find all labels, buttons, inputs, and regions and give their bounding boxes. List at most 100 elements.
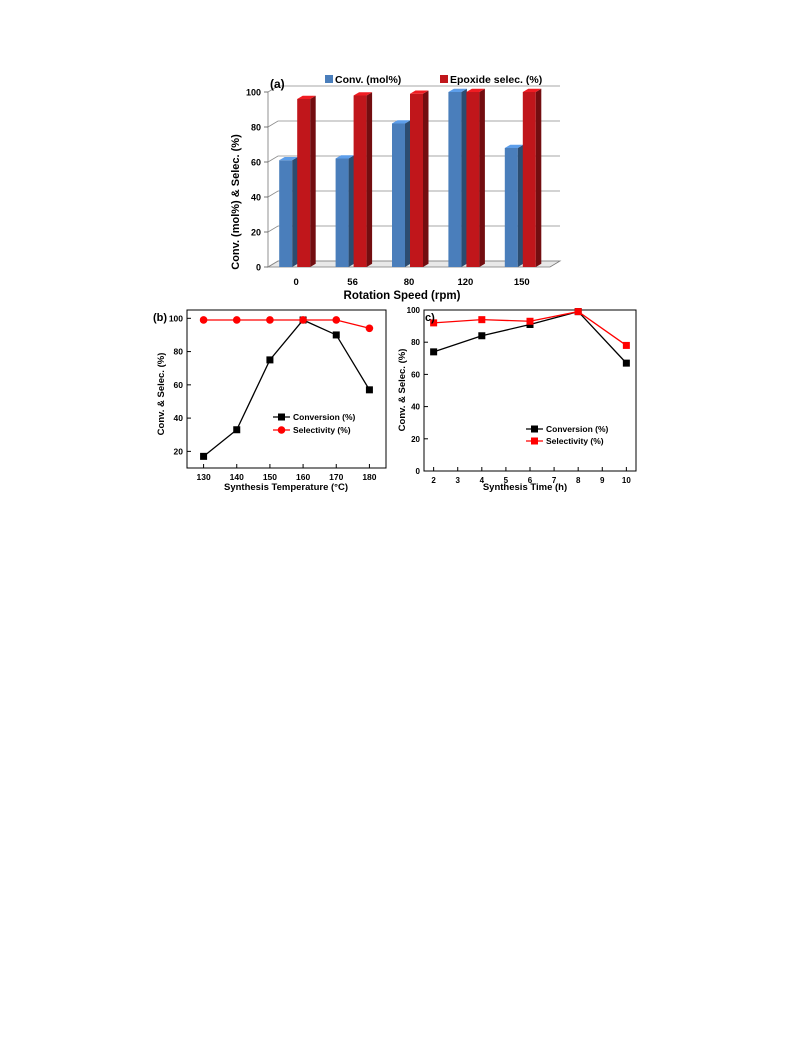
chart-c-series (430, 308, 630, 367)
bar-top (522, 88, 542, 92)
bar-side (423, 90, 429, 267)
point-conversion (622, 359, 630, 367)
point-conversion (430, 348, 438, 356)
legend-b-marker-conversion (278, 413, 285, 421)
chart-a-y-tick-label: 100 (246, 88, 261, 98)
series-line-conversion (203, 319, 370, 457)
point-selectivity (266, 316, 274, 324)
x-tick-label: 8 (576, 476, 581, 485)
chart-a-x-tick-label: 120 (457, 277, 473, 288)
chart-c-x-axis-label: Synthesis Time (h) (483, 482, 567, 493)
bar-front (410, 93, 423, 267)
bar-conversion-80 (392, 120, 411, 267)
bar-conversion-56 (335, 155, 355, 267)
bar-conversion-0 (279, 156, 298, 267)
bar-front (297, 99, 311, 267)
point-selectivity (478, 316, 486, 324)
legend-a-label-conversion: Conv. (mol%) (335, 74, 401, 86)
bar-selectivity-120 (466, 88, 485, 267)
bar-front (279, 160, 293, 267)
y-tick-label: 40 (174, 413, 184, 423)
chart-a-gridline (267, 85, 560, 93)
bar-front (448, 92, 462, 267)
point-selectivity (299, 316, 307, 324)
chart-a-y-tick-label: 80 (251, 123, 261, 133)
chart-a-y-tick-label: 40 (251, 193, 261, 203)
bar-front (522, 92, 536, 267)
chart-b-y-axis-label: Conv. & Selec. (%) (156, 353, 167, 436)
x-tick-label: 170 (329, 472, 343, 482)
bar-side (461, 88, 467, 267)
chart-b-x-axis-label: Synthesis Temperature (°C) (224, 482, 348, 493)
y-tick-label: 60 (411, 370, 420, 379)
chart-a-y-tick-labels: 0 20 40 60 80 100 (246, 88, 261, 273)
point-selectivity (232, 316, 241, 324)
x-tick-label: 130 (196, 472, 210, 482)
line-chart-synthesis-time: 0 20 40 60 80 100 2 3 4 5 6 7 8 9 10 c) Conversion (%)… (397, 306, 637, 493)
bar-side (405, 120, 411, 267)
series-line-selectivity (203, 319, 370, 329)
point-selectivity (622, 341, 630, 349)
x-tick-label: 5 (504, 476, 509, 485)
chart-b-plot-frame (186, 309, 387, 469)
x-tick-label: 150 (263, 472, 277, 482)
x-tick-label: 4 (480, 476, 485, 485)
bar-side (366, 92, 373, 267)
y-tick-label: 20 (411, 435, 420, 444)
panel-label-a: (a) (270, 77, 285, 91)
chart-a-y-tick-label: 20 (251, 228, 261, 238)
point-selectivity (199, 316, 208, 324)
bar-selectivity-0 (297, 95, 316, 267)
bar-top (335, 155, 355, 159)
chart-c-y-axis-label: Conv. & Selec. (%) (397, 349, 408, 432)
legend-a-label-selectivity: Epoxide selec. (%) (450, 74, 542, 86)
series-line-selectivity (433, 310, 627, 346)
bar-top (297, 95, 316, 99)
legend-a-swatch-selectivity (440, 75, 448, 83)
point-conversion (332, 331, 340, 339)
bar-front (466, 92, 480, 267)
legend-c-marker-conversion (531, 425, 538, 433)
point-conversion (478, 332, 486, 340)
chart-a-x-tick-label: 0 (294, 277, 299, 288)
bar-side (348, 155, 355, 267)
legend-c-marker-selectivity (531, 437, 538, 445)
y-tick-label: 20 (174, 446, 184, 456)
chart-a-x-axis-label: Rotation Speed (rpm) (344, 290, 461, 302)
x-tick-label: 140 (230, 472, 244, 482)
x-tick-label: 10 (622, 476, 631, 485)
bar-top (279, 156, 298, 161)
x-tick-label: 2 (431, 476, 436, 485)
panel-label-b: (b) (153, 312, 167, 324)
bar-side (310, 95, 316, 267)
chart-a-x-tick-label: 150 (514, 277, 530, 288)
panel-label-c: c) (425, 312, 435, 324)
bar-front (504, 148, 518, 267)
legend-c-label-conversion: Conversion (%) (546, 424, 609, 434)
bar-front (353, 95, 367, 267)
chart-c-ticks: 0 20 40 60 80 100 2 3 4 5 6 7 8 9 10 (407, 306, 632, 485)
x-tick-label: 6 (528, 476, 533, 485)
line-chart-synthesis-temperature: 20 40 60 80 100 130 140 150 160 170 180 (b) Conver… (153, 309, 387, 493)
point-conversion (233, 426, 241, 434)
bar-conversion-150 (504, 144, 524, 267)
legend-c-label-selectivity: Selectivity (%) (546, 436, 604, 446)
bar-top (504, 144, 524, 148)
chart-a-y-tick-label: 60 (251, 158, 261, 168)
legend-b-label-selectivity: Selectivity (%) (293, 425, 351, 435)
chart-b-legend: Conversion (%) Selectivity (%) (273, 412, 356, 435)
bar-front (392, 123, 405, 267)
chart-c-legend: Conversion (%) Selectivity (%) (526, 424, 609, 446)
x-tick-label: 3 (456, 476, 461, 485)
legend-b-label-conversion: Conversion (%) (293, 412, 356, 422)
point-selectivity (332, 316, 341, 324)
chart-a-y-axis-label: Conv. (mol%) & Selec. (%) (230, 134, 242, 270)
bar-front (335, 158, 349, 267)
chart-a-legend: Conv. (mol%) Epoxide selec. (%) (325, 74, 542, 86)
point-selectivity (574, 308, 582, 316)
bar-side (535, 88, 542, 267)
chart-a-y-tick-label: 0 (256, 263, 261, 273)
chart-a-x-tick-label: 56 (347, 277, 358, 288)
point-selectivity (526, 317, 534, 325)
x-tick-label: 9 (600, 476, 605, 485)
